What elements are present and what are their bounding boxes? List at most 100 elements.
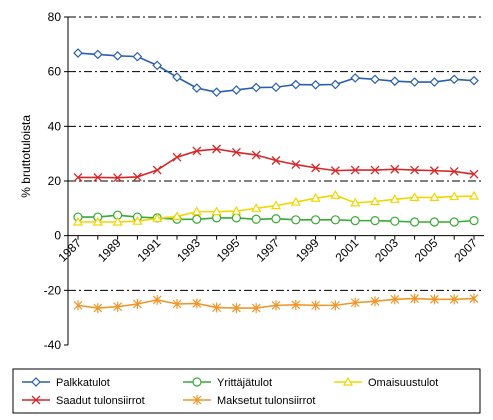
data-point [93, 303, 103, 314]
legend-item: Yrittäjätulot [183, 377, 272, 389]
data-point [231, 147, 241, 157]
y-axis-title: % bruttotuloista [19, 115, 33, 198]
data-point [192, 146, 202, 156]
data-point [350, 297, 360, 308]
data-point [370, 165, 380, 175]
data-point [271, 156, 281, 165]
data-point [330, 166, 340, 176]
data-point [389, 194, 400, 203]
data-point [192, 298, 202, 309]
data-point [370, 216, 380, 226]
data-point [73, 300, 83, 311]
data-point [211, 206, 222, 216]
data-point [251, 150, 261, 160]
series-palkkatulot [73, 48, 479, 98]
data-point [251, 214, 261, 224]
data-point [113, 301, 123, 312]
series-line [78, 148, 475, 179]
data-point [310, 193, 321, 202]
data-point [409, 77, 420, 87]
y-tick-label: 60 [48, 65, 62, 79]
data-point [251, 303, 261, 314]
data-point [291, 215, 301, 225]
data-point [191, 206, 202, 216]
gridlines [68, 16, 484, 291]
y-tick-label: 40 [48, 119, 62, 133]
data-point [172, 152, 182, 162]
data-point [152, 165, 162, 175]
data-point [112, 50, 123, 61]
data-point [429, 217, 439, 227]
y-tick-label: -40 [44, 338, 62, 352]
legend: Palkkatulot Yrittäjätulot Omaisuustulot Saa… [12, 368, 481, 414]
data-point [330, 215, 340, 225]
data-point [152, 294, 162, 305]
data-point [449, 74, 460, 85]
legend-item: Saadut tulonsiirrot [22, 395, 145, 407]
data-point [172, 299, 182, 309]
y-tick-label: 80 [48, 10, 62, 24]
data-point [330, 300, 340, 311]
data-point [410, 165, 420, 175]
legend-label: Palkkatulot [56, 377, 110, 389]
data-point [271, 300, 281, 311]
data-point [429, 166, 439, 176]
data-point [270, 200, 282, 210]
data-point [409, 192, 420, 201]
data-point [171, 211, 183, 221]
data-point [112, 216, 123, 226]
data-point [311, 300, 321, 311]
data-point [370, 74, 380, 85]
data-point [369, 196, 381, 206]
data-point [191, 83, 202, 93]
legend-box [12, 368, 481, 414]
data-point [390, 216, 400, 226]
series-layer [72, 48, 480, 314]
data-point [212, 302, 222, 313]
legend-item: Maksetut tulonsiirrot [183, 395, 315, 407]
legend-marker [192, 377, 202, 387]
data-point [469, 169, 479, 179]
legend-item: Palkkatulot [22, 377, 110, 389]
data-point [310, 79, 321, 90]
data-point [469, 293, 479, 304]
data-point [92, 49, 103, 60]
data-point [390, 164, 400, 174]
data-point [429, 77, 440, 87]
data-point [92, 216, 103, 226]
data-point [350, 216, 360, 226]
data-point [449, 217, 459, 227]
x-tick-label: 1989 [95, 236, 124, 265]
data-point [212, 144, 222, 154]
data-point [330, 79, 341, 90]
data-point [350, 73, 361, 83]
series-saadut-tulonsiirrot [73, 144, 479, 183]
legend-label: Saadut tulonsiirrot [56, 395, 145, 407]
x-tick-label: 2007 [451, 236, 480, 265]
y-tick-label: 20 [48, 174, 62, 188]
data-point [389, 76, 400, 87]
data-point [370, 296, 380, 307]
data-point [211, 87, 222, 98]
data-point [350, 197, 361, 207]
data-point [350, 165, 360, 175]
data-point [291, 299, 301, 310]
data-point [468, 190, 480, 200]
data-point [290, 79, 301, 90]
x-tick-label: 2005 [412, 236, 441, 265]
x-tick-label: 2001 [333, 236, 362, 265]
data-point [290, 196, 301, 206]
legend-label: Maksetut tulonsiirrot [217, 395, 315, 407]
data-point [132, 172, 142, 182]
data-point [449, 294, 459, 305]
data-point [231, 205, 242, 215]
y-tick-label: 0 [54, 229, 61, 243]
data-point [429, 294, 439, 305]
data-point [132, 215, 143, 225]
data-point [93, 172, 103, 182]
data-point [330, 190, 341, 199]
data-point [469, 75, 479, 86]
legend-marker [31, 395, 41, 405]
data-point [132, 299, 142, 309]
